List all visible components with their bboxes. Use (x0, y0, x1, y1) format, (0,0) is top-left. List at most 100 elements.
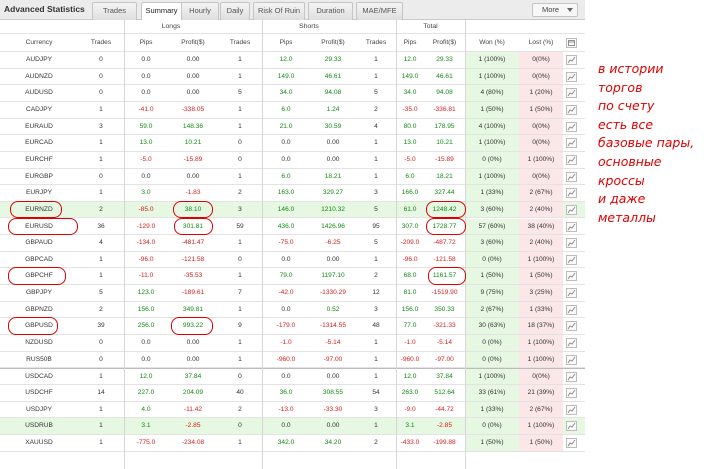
chart-icon[interactable] (566, 271, 577, 282)
column-header-total-pips: Pips (403, 39, 417, 46)
tab-bar: Advanced Statistics Trades Summary Hourl… (0, 0, 585, 21)
tab-daily[interactable]: Daily (220, 2, 250, 20)
cell-total-pips: 307.0 (401, 222, 419, 230)
won-cell-background (465, 351, 519, 368)
chart-icon[interactable] (566, 171, 577, 182)
tab-summary[interactable]: Summary (141, 2, 182, 21)
cell-currency: USDCHF (25, 389, 53, 396)
table-row[interactable]: USDJPY 1 4.0 -11.42 2 -13.0 -33.30 3 -9.0 -44.72 1… (0, 401, 585, 419)
lost-cell-background (519, 335, 563, 351)
chart-icon[interactable] (566, 238, 577, 249)
cell-long-profit: -121.58 (181, 255, 205, 263)
table-row[interactable]: NZDUSD 0 0.0 0.00 1 -1.0 -5.14 1 -1.0 -5.14 0 (0%)… (0, 335, 585, 352)
cell-total-pips: -209.0 (400, 239, 420, 247)
table-row[interactable]: EURCHF 1 -5.0 -15.89 0 0.0 0.00 1 -5.0 -15.89 0 (0… (0, 151, 585, 169)
lost-cell-background (519, 218, 563, 235)
table-row[interactable]: XAUUSD 1 -775.0 -234.08 1 342.0 34.20 2 -433.0 -1… (0, 434, 585, 452)
chart-icon[interactable] (566, 121, 577, 132)
table-row[interactable]: EURAUD 3 59.0 148.36 1 21.0 30.59 4 80.0 178.95 4 … (0, 118, 585, 136)
more-button[interactable]: More (532, 3, 578, 17)
cell-short-pips: -42.0 (278, 289, 294, 297)
table-row[interactable]: EURNZD 2 -85.0 38.10 3 146.0 1210.32 5 61.0 1248.… (0, 201, 585, 219)
tab-trades[interactable]: Trades (92, 2, 137, 20)
cell-total-trades: 1 (374, 155, 378, 163)
tab-risk-of-ruin[interactable]: Risk Of Ruin (253, 2, 305, 20)
cell-short-trades: 0 (238, 422, 242, 430)
tab-hourly[interactable]: Hourly (181, 2, 219, 20)
table-row[interactable]: EURJPY 1 3.0 -1.83 2 163.0 329.27 3 166.0 327.44 1… (0, 185, 585, 202)
tab-duration[interactable]: Duration (308, 2, 353, 20)
chart-icon[interactable] (566, 204, 577, 215)
cell-short-profit: 329.27 (322, 189, 344, 197)
window-icon[interactable] (566, 38, 577, 48)
cell-short-trades: 1 (238, 355, 242, 363)
chart-icon[interactable] (566, 71, 577, 82)
cell-won-pct: 4 (80%) (480, 89, 504, 97)
table-row[interactable]: AUDJPY 0 0.0 0.00 1 12.0 29.33 1 12.0 29.33 1 (100… (0, 52, 585, 69)
chart-icon[interactable] (566, 138, 577, 149)
chart-icon[interactable] (566, 372, 577, 383)
chart-icon[interactable] (566, 154, 577, 165)
table-row[interactable]: GBPAUD 4 -134.0 -481.47 1 -75.0 -6.25 5 -209.0 -4… (0, 235, 585, 252)
table-row[interactable]: EURUSD 36 -129.0 301.81 59 436.0 1426.96 95 307.… (0, 218, 585, 236)
cell-currency: GBPCHF (25, 272, 53, 280)
table-row[interactable]: USDRUB 1 3.1 -2.85 0 0.0 0.00 1 3.1 -2.85 0 (0%) 1 … (0, 418, 585, 435)
chart-icon[interactable] (566, 88, 577, 99)
cell-total-profit: -2.85 (436, 422, 453, 430)
chart-icon[interactable] (566, 55, 577, 65)
won-cell-background (465, 151, 519, 168)
cell-short-profit: 34.20 (324, 438, 342, 446)
table-row[interactable]: RUS50B 0 0.0 0.00 1 -960.0 -97.00 1 -960.0 -97.00… (0, 351, 585, 369)
table-row[interactable]: GBPJPY 5 123.0 -189.61 7 -42.0 -1330.29 12 81.0 -… (0, 285, 585, 302)
cell-won-pct: 1 (100%) (478, 172, 506, 180)
cell-currency: EURUSD (25, 222, 53, 230)
cell-short-trades: 0 (238, 139, 242, 147)
table-row[interactable]: CADJPY 1 -41.0 -338.05 1 6.0 1.24 2 -35.0 -336.81… (0, 101, 585, 119)
chart-icon[interactable] (566, 104, 577, 115)
column-header-short-profit: Profit($) (321, 39, 345, 46)
cell-lost-pct: 2 (40%) (529, 239, 553, 247)
cell-long-trades: 39 (97, 322, 105, 330)
chart-icon[interactable] (566, 338, 577, 349)
group-header-row: Longs Shorts Total (0, 20, 585, 34)
chart-icon[interactable] (566, 388, 577, 398)
chart-icon[interactable] (566, 354, 577, 365)
cell-total-pips: -433.0 (400, 438, 420, 446)
table-row[interactable]: EURCAD 1 13.0 10.21 0 0.0 0.00 1 13.0 10.21 1 (100… (0, 135, 585, 152)
lost-cell-background (519, 434, 563, 451)
chart-icon[interactable] (566, 288, 577, 299)
table-row[interactable]: AUDUSD 0 0.0 0.00 5 34.0 94.08 5 34.0 94.08 4 (80%… (0, 85, 585, 102)
chart-icon[interactable] (566, 404, 577, 415)
chart-icon[interactable] (566, 321, 577, 332)
chart-icon[interactable] (566, 188, 577, 199)
cell-total-profit: 350.33 (434, 305, 455, 313)
cell-total-pips: 6.0 (405, 172, 415, 180)
cell-total-profit: -44.72 (435, 405, 454, 413)
cell-long-profit: 0.00 (186, 172, 200, 180)
table-row[interactable]: GBPNZD 2 156.0 349.81 1 0.0 0.52 3 156.0 350.33 2 … (0, 301, 585, 319)
tab-mae-mfe[interactable]: MAE/MFE (356, 2, 403, 20)
table-row[interactable]: EURGBP 0 0.0 0.00 1 6.0 18.21 1 6.0 18.21 1 (100%)… (0, 168, 585, 186)
won-cell-background (465, 68, 519, 85)
chart-icon[interactable] (566, 421, 577, 432)
cell-short-trades: 5 (238, 89, 242, 97)
cell-won-pct: 1 (100%) (478, 72, 506, 80)
table-row[interactable]: GBPCHF 1 -11.0 -35.53 1 79.0 1197.10 2 68.0 1161.… (0, 268, 585, 286)
cell-total-profit: 327.44 (434, 189, 455, 197)
column-header-lost-pct: Lost (%) (528, 39, 554, 46)
lost-cell-background (519, 351, 563, 368)
table-row[interactable]: AUDNZD 0 0.0 0.00 1 149.0 46.61 1 149.0 46.61 1 (1… (0, 68, 585, 86)
table-row[interactable]: GBPUSD 39 256.0 993.22 9 -179.0 -1314.55 48 77.0… (0, 318, 585, 336)
chart-icon[interactable] (566, 437, 577, 448)
table-row[interactable]: USDCAD 1 12.0 37.84 0 0.0 0.00 1 12.0 37.84 1 (100… (0, 368, 585, 385)
cell-currency: XAUUSD (25, 438, 53, 446)
cell-short-pips: -75.0 (278, 239, 294, 247)
chart-icon[interactable] (566, 254, 577, 265)
table-row[interactable]: GBPCAD 1 -96.0 -121.58 0 0.0 0.00 1 -96.0 -121.58… (0, 251, 585, 269)
chart-icon[interactable] (566, 304, 577, 315)
table-row[interactable]: USDCHF 14 227.0 204.09 40 36.0 308.55 54 263.0 51… (0, 385, 585, 402)
chart-icon[interactable] (566, 221, 577, 232)
cell-total-pips: -1.0 (404, 339, 416, 347)
cell-won-pct: 0 (0%) (482, 339, 502, 347)
lost-cell-background (519, 369, 563, 384)
